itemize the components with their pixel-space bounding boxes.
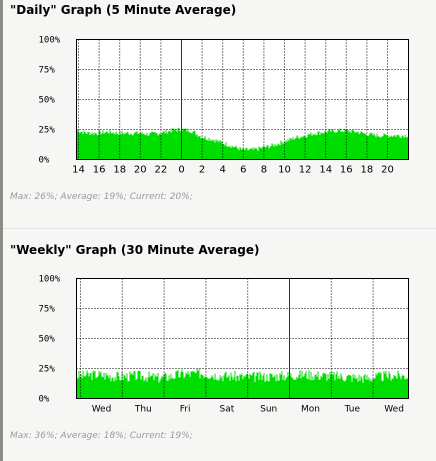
x-tick-label: 12 [299, 165, 312, 176]
daily-graph-title: "Daily" Graph (5 Minute Average) [10, 3, 237, 17]
y-tick-label: 50% [39, 335, 56, 345]
daily-chart: 100% 75% 50% 25% 0% 14 16 18 20 22 0 2 4 6 8 10 12 14 16 18… [39, 36, 409, 176]
x-tick-label: 16 [340, 165, 353, 176]
x-tick-label: Mon [301, 405, 320, 415]
plot-frame [76, 39, 409, 160]
plot-frame [76, 278, 409, 399]
x-tick-label: Fri [180, 405, 191, 415]
x-tick-label: Wed [384, 405, 404, 415]
x-tick-label: Thu [134, 405, 152, 415]
y-tick-label: 100% [39, 275, 61, 285]
x-tick-label: 4 [220, 165, 226, 176]
y-tick-label: 25% [39, 365, 56, 375]
x-tick-label: 8 [261, 165, 267, 176]
x-tick-label: Sun [260, 405, 277, 415]
x-tick-label: 16 [93, 165, 106, 176]
weekly-chart: 100% 75% 50% 25% 0% Wed Thu Fri Sat Sun Mon Tue Wed [39, 275, 409, 415]
x-tick-label: 18 [361, 165, 374, 176]
x-tick-label: Sat [220, 405, 235, 415]
x-tick-label: 2 [199, 165, 205, 176]
weekly-stat-average: Average: 18%; [60, 431, 127, 441]
y-tick-label: 0% [39, 156, 50, 166]
weekly-stat-max: Max: 36%; [10, 431, 58, 441]
x-tick-label: 20 [134, 165, 147, 176]
weekly-graph-title: "Weekly" Graph (30 Minute Average) [10, 243, 260, 257]
left-border [0, 0, 3, 461]
y-tick-label: 75% [39, 305, 56, 315]
daily-stat-current: Current: 20%; [129, 192, 193, 202]
x-tick-label: 6 [240, 165, 246, 176]
daily-stat-average: Average: 19%; [60, 192, 127, 202]
x-tick-label: 20 [381, 165, 394, 176]
weekly-stats: Max: 36%; Average: 18%; Current: 19%; [10, 431, 193, 441]
daily-stats: Max: 26%; Average: 19%; Current: 20%; [10, 192, 193, 202]
y-tick-label: 100% [39, 36, 61, 46]
x-tick-label: 0 [178, 165, 184, 176]
section-divider [3, 228, 436, 229]
x-tick-label: Tue [344, 405, 361, 415]
daily-stat-max: Max: 26%; [10, 192, 58, 202]
y-tick-label: 75% [39, 66, 56, 76]
x-tick-label: 22 [155, 165, 168, 176]
weekly-stat-current: Current: 19%; [129, 431, 193, 441]
x-tick-label: 14 [319, 165, 332, 176]
y-tick-label: 0% [39, 395, 50, 405]
x-tick-label: 10 [278, 165, 291, 176]
x-tick-label: Wed [92, 405, 112, 415]
y-tick-label: 50% [39, 96, 56, 106]
x-tick-label: 18 [113, 165, 126, 176]
x-tick-label: 14 [72, 165, 85, 176]
y-tick-label: 25% [39, 126, 56, 136]
